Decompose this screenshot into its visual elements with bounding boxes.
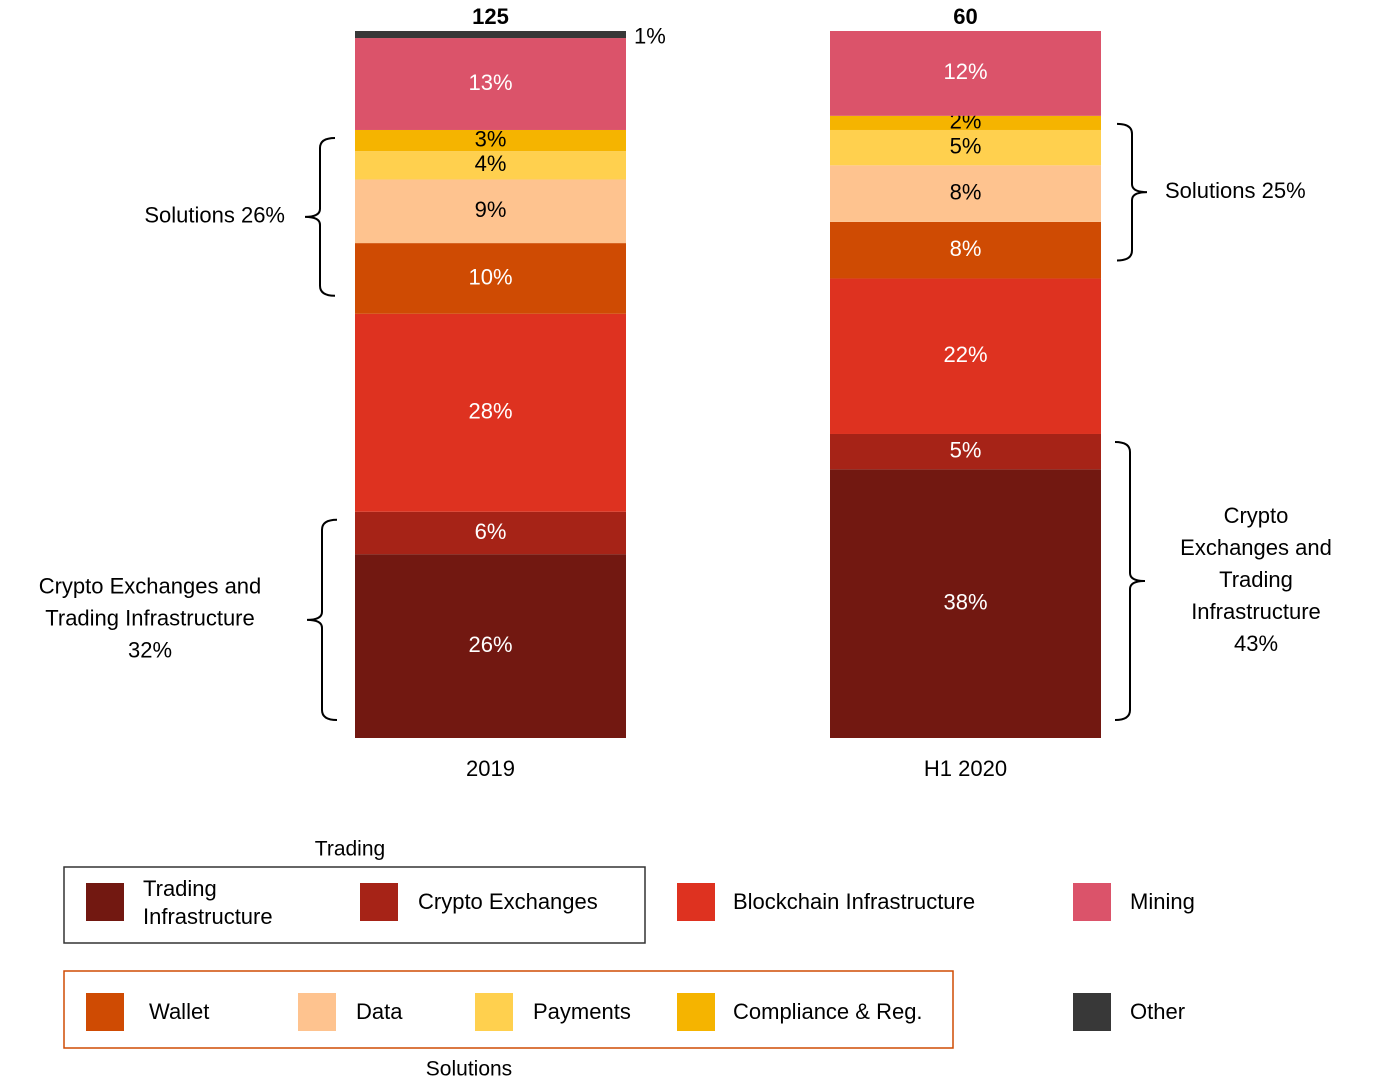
- data-label: 10%: [468, 264, 512, 289]
- legend-swatch: [677, 883, 715, 921]
- bar-segment: [355, 179, 626, 244]
- bar-segment: [830, 31, 1101, 116]
- legend-label: Payments: [533, 999, 631, 1024]
- legend-group-box: [63, 970, 954, 1049]
- bar-segment: [355, 243, 626, 314]
- data-label: 38%: [943, 589, 987, 614]
- data-label: 5%: [950, 133, 982, 158]
- annotation: Exchanges and: [1180, 535, 1332, 560]
- data-label: 13%: [468, 70, 512, 95]
- annotation: 32%: [128, 638, 172, 663]
- bar-segment: [830, 469, 1101, 738]
- data-label: 8%: [950, 179, 982, 204]
- total-label: 60: [953, 4, 977, 29]
- legend-label: Crypto Exchanges: [418, 889, 598, 914]
- data-label: 12%: [943, 59, 987, 84]
- annotation: Trading: [1219, 567, 1293, 592]
- bar-segment: [355, 511, 626, 555]
- bar-segment: [355, 31, 626, 39]
- legend-label: Wallet: [149, 999, 210, 1024]
- legend-label: Blockchain Infrastructure: [733, 889, 976, 914]
- bar-segment: [830, 115, 1101, 130]
- legend-swatch: [1073, 883, 1111, 921]
- bar-segment: [830, 165, 1101, 222]
- bar-segment: [355, 38, 626, 130]
- bracket: [306, 518, 338, 721]
- legend-swatch: [677, 993, 715, 1031]
- legend-swatch: [475, 993, 513, 1031]
- bracket: [304, 136, 336, 297]
- legend-label: Other: [1130, 999, 1186, 1024]
- data-label: 22%: [943, 342, 987, 367]
- annotation: Solutions 26%: [144, 203, 285, 228]
- annotation: Crypto Exchanges and: [39, 574, 262, 599]
- legend-swatch: [1073, 993, 1111, 1031]
- legend-label: Trading Infrastructure: [143, 876, 273, 929]
- annotation: Trading Infrastructure: [45, 606, 255, 631]
- bar-segment: [830, 221, 1101, 279]
- legend-label: Data: [356, 999, 403, 1024]
- bar-segment: [355, 313, 626, 512]
- annotation: Crypto: [1224, 503, 1289, 528]
- x-tick-label: 2019: [466, 756, 515, 781]
- data-label: 4%: [475, 151, 507, 176]
- legend-group-title: Solutions: [426, 1058, 512, 1081]
- total-label: 125: [472, 4, 509, 29]
- bracket: [1114, 440, 1146, 721]
- bar-segment: [830, 433, 1101, 470]
- bar-segment: [830, 129, 1101, 166]
- data-label: 1%: [634, 23, 666, 48]
- data-label: 28%: [468, 399, 512, 424]
- data-label: 26%: [468, 632, 512, 657]
- bracket: [1116, 122, 1148, 262]
- bar-segment: [355, 151, 626, 180]
- annotation: Solutions 25%: [1165, 178, 1306, 203]
- legend-swatch: [298, 993, 336, 1031]
- data-label: 3%: [475, 126, 507, 151]
- annotation: 43%: [1234, 631, 1278, 656]
- annotation: Infrastructure: [1191, 599, 1321, 624]
- bar-segment: [355, 554, 626, 738]
- data-label: 5%: [950, 437, 982, 462]
- data-label: 9%: [475, 197, 507, 222]
- bar-segment: [830, 278, 1101, 434]
- legend-group-box: [63, 866, 646, 944]
- data-label: 8%: [950, 236, 982, 261]
- legend-group-title: Trading: [315, 838, 385, 861]
- x-tick-label: H1 2020: [924, 756, 1007, 781]
- bar-segment: [355, 129, 626, 152]
- legend-swatch: [360, 883, 398, 921]
- legend-swatch: [86, 993, 124, 1031]
- legend-label: Mining: [1130, 889, 1195, 914]
- data-label: 6%: [475, 519, 507, 544]
- legend-swatch: [86, 883, 124, 921]
- legend-label: Compliance & Reg.: [733, 999, 923, 1024]
